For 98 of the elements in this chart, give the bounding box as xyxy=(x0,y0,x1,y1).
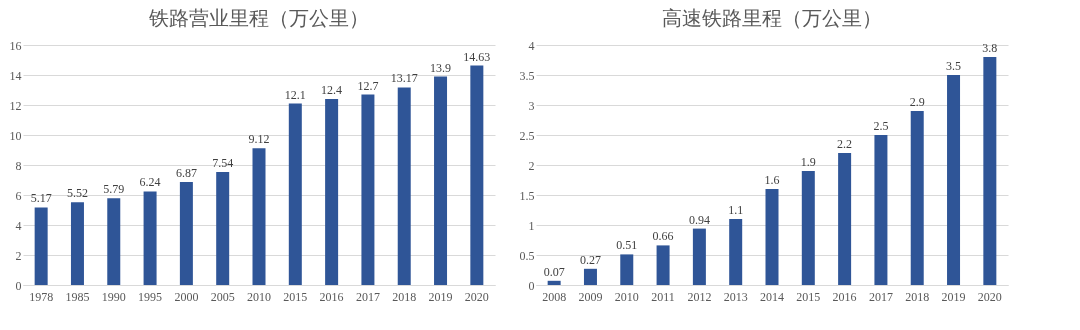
x-tick-label: 2008 xyxy=(542,289,567,304)
bar xyxy=(547,280,561,285)
y-tick-label: 12 xyxy=(9,98,22,113)
y-tick-label: 2 xyxy=(15,248,22,263)
data-label: 6.87 xyxy=(175,165,197,180)
x-tick-label: 2015 xyxy=(283,289,308,304)
bar xyxy=(107,198,121,285)
data-label: 6.24 xyxy=(139,175,161,190)
y-tick-label: 4 xyxy=(528,38,535,53)
data-label: 13.9 xyxy=(430,60,452,75)
data-label: 0.51 xyxy=(616,238,638,253)
bar xyxy=(910,111,924,285)
data-label: 7.54 xyxy=(212,155,234,170)
bar xyxy=(470,65,484,285)
x-tick-label: 2011 xyxy=(651,289,675,304)
data-label: 0.07 xyxy=(543,264,565,279)
x-tick-label: 2016 xyxy=(832,289,857,304)
x-tick-label: 2010 xyxy=(614,289,639,304)
x-tick-label: 2009 xyxy=(578,289,603,304)
data-label: 9.12 xyxy=(248,132,270,147)
bar xyxy=(583,268,597,285)
data-label: 5.52 xyxy=(66,186,88,201)
bar xyxy=(361,94,375,285)
y-tick-label: 2.5 xyxy=(519,128,535,143)
y-tick-label: 8 xyxy=(15,158,22,173)
data-label: 12.7 xyxy=(357,78,379,93)
x-tick-label: 1995 xyxy=(138,289,163,304)
x-tick-label: 2018 xyxy=(392,289,417,304)
bar xyxy=(143,191,157,285)
bar xyxy=(692,228,706,285)
data-label: 0.94 xyxy=(688,212,710,227)
chart-title: 高速铁路里程（万公里） xyxy=(662,6,882,30)
bar xyxy=(325,99,339,285)
x-tick-label: 2000 xyxy=(174,289,199,304)
bar xyxy=(947,75,961,285)
data-label: 5.79 xyxy=(103,182,125,197)
bar xyxy=(656,245,670,285)
bar xyxy=(434,76,448,285)
bar xyxy=(252,148,266,285)
y-tick-label: 0.5 xyxy=(519,248,535,263)
x-tick-label: 2017 xyxy=(355,289,380,304)
x-tick-label: 2005 xyxy=(210,289,235,304)
bar xyxy=(179,181,193,285)
x-tick-label: 2013 xyxy=(723,289,748,304)
data-label: 13.17 xyxy=(390,71,418,86)
x-tick-label: 2020 xyxy=(464,289,489,304)
data-label: 14.63 xyxy=(463,49,491,64)
y-tick-label: 6 xyxy=(15,188,22,203)
x-tick-label: 1990 xyxy=(101,289,126,304)
y-tick-label: 16 xyxy=(9,38,22,53)
bar xyxy=(838,153,852,285)
data-label: 1.6 xyxy=(764,173,780,187)
x-tick-label: 2019 xyxy=(428,289,453,304)
bar xyxy=(70,202,84,285)
data-label: 2.2 xyxy=(837,137,853,151)
x-tick-label: 1978 xyxy=(29,289,54,304)
data-label: 2.5 xyxy=(873,119,889,133)
bar xyxy=(34,207,48,285)
x-tick-label: 2017 xyxy=(868,289,893,304)
x-tick-label: 2010 xyxy=(247,289,271,304)
data-label: 12.4 xyxy=(321,83,343,97)
x-tick-label: 2018 xyxy=(905,289,930,304)
data-label: 1.1 xyxy=(728,203,744,217)
data-label: 0.66 xyxy=(652,229,674,244)
x-tick-label: 1985 xyxy=(65,289,90,304)
y-tick-label: 3.5 xyxy=(519,68,535,83)
bar xyxy=(729,219,743,285)
bar xyxy=(620,254,634,285)
x-tick-label: 2015 xyxy=(796,289,821,304)
y-tick-label: 1 xyxy=(528,218,535,233)
bar xyxy=(397,87,411,285)
y-tick-label: 14 xyxy=(9,68,22,83)
x-tick-label: 2019 xyxy=(941,289,966,304)
y-tick-label: 0 xyxy=(528,278,535,293)
bar xyxy=(801,171,815,285)
y-tick-label: 4 xyxy=(15,218,22,233)
bar xyxy=(765,189,779,285)
data-label: 5.17 xyxy=(30,191,52,206)
y-tick-label: 10 xyxy=(9,128,22,143)
data-label: 2.9 xyxy=(909,95,925,109)
y-tick-label: 1.5 xyxy=(519,188,535,203)
x-tick-label: 2014 xyxy=(760,289,784,304)
data-label: 3.8 xyxy=(982,41,998,55)
y-tick-label: 3 xyxy=(528,98,535,113)
bar xyxy=(983,57,997,285)
y-tick-label: 0 xyxy=(15,278,22,293)
data-label: 3.5 xyxy=(946,59,962,73)
x-tick-label: 2012 xyxy=(687,289,712,304)
data-label: 1.9 xyxy=(800,155,816,169)
bar xyxy=(874,135,888,285)
data-label: 12.1 xyxy=(284,87,306,102)
x-tick-label: 2020 xyxy=(977,289,1002,304)
y-tick-label: 2 xyxy=(528,158,535,173)
x-tick-label: 2016 xyxy=(319,289,344,304)
bar xyxy=(288,103,302,285)
bar xyxy=(216,171,230,285)
data-label: 0.27 xyxy=(579,252,601,267)
chart-title: 铁路营业里程（万公里） xyxy=(148,6,369,30)
